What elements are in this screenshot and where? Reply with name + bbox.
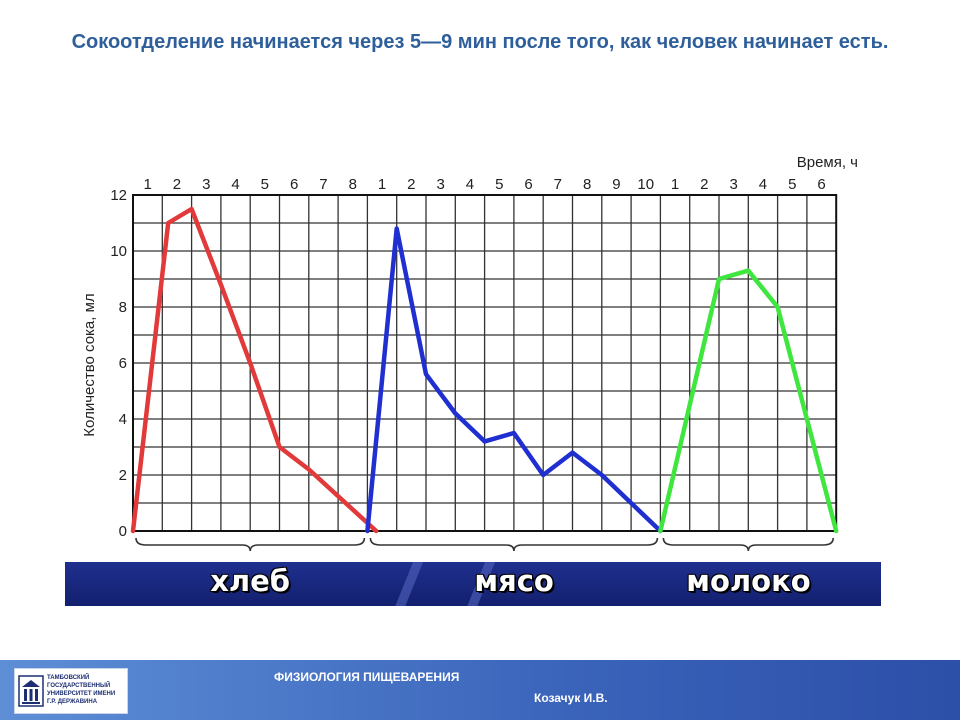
y-tick-label: 10 [110, 243, 127, 260]
series-point [746, 268, 751, 273]
series-point [166, 221, 170, 225]
group-brace [662, 537, 834, 552]
x-tick-label: 4 [231, 176, 239, 193]
series-point [658, 529, 663, 533]
university-logo: Тамбовский государственный университет и… [14, 668, 128, 714]
x-tick-label: 1 [143, 176, 151, 193]
x-tick-label: 9 [612, 176, 620, 193]
series-point [600, 473, 604, 477]
series-point [775, 305, 780, 309]
x-tick-label: 8 [583, 176, 591, 193]
group-brace [135, 537, 366, 552]
x-tick-label: 2 [407, 176, 415, 193]
x-tick-label: 4 [466, 176, 474, 193]
x-tick-label: 5 [495, 176, 503, 193]
series-point [453, 411, 458, 416]
building-icon [18, 675, 44, 707]
x-tick-label: 7 [319, 176, 327, 193]
x-tick-label: 5 [788, 176, 796, 193]
series-point [512, 431, 516, 435]
x-tick-label: 1 [671, 176, 679, 193]
series-point [834, 529, 838, 533]
x-tick-label: 1 [378, 176, 386, 193]
slide-title: Сокоотделение начинается через 5—9 мин п… [71, 31, 889, 53]
plot-frame [132, 194, 838, 532]
series-point [219, 282, 223, 287]
chart-grid [132, 194, 838, 532]
series-line-2 [365, 226, 663, 534]
course-title: ФИЗИОЛОГИЯ ПИЩЕВАРЕНИЯ [274, 670, 460, 684]
y-tick-label: 12 [110, 187, 127, 204]
series-point [541, 473, 545, 477]
y-tick-label: 4 [119, 411, 127, 428]
series-point [365, 529, 370, 533]
y-tick-label: 2 [119, 467, 127, 484]
x-tick-label: 3 [202, 176, 210, 193]
series-point [482, 439, 487, 444]
banner-label-milk: молоко [686, 564, 811, 598]
series-point [131, 529, 135, 533]
series-point [189, 207, 194, 211]
series-point [394, 226, 399, 231]
group-braces [135, 537, 834, 552]
series-line-1 [130, 206, 379, 534]
x-tick-label: 10 [637, 176, 654, 193]
chart-series [130, 206, 839, 534]
y-tick-label: 8 [119, 299, 127, 316]
x-tick-label: 8 [349, 176, 357, 193]
x-tick-label: 5 [261, 176, 269, 193]
x-tick-label: 6 [524, 176, 532, 193]
food-banner: хлеб мясо молоко [65, 562, 881, 606]
group-brace [369, 537, 659, 552]
series-point [277, 445, 282, 449]
x-tick-label: 4 [759, 176, 767, 193]
series-point [248, 361, 252, 365]
x-tick-label: 6 [290, 176, 298, 193]
footer-bar: Тамбовский государственный университет и… [0, 660, 960, 720]
author-name: Козачук И.В. [534, 691, 608, 705]
x-tick-label: 3 [729, 176, 737, 193]
y-tick-label: 0 [119, 523, 127, 540]
x-tick-label: 2 [173, 176, 181, 193]
series-point [424, 372, 428, 377]
x-tick-label: 7 [554, 176, 562, 193]
x-tick-label: 6 [817, 176, 825, 193]
x-tick-label: 3 [436, 176, 444, 193]
banner-label-meat: мясо [474, 564, 554, 598]
series-point [307, 467, 311, 472]
y-tick-label: 6 [119, 355, 127, 372]
x-tick-label: 2 [700, 176, 708, 193]
series-point [374, 529, 378, 533]
series-point [717, 277, 721, 281]
x-axis-label: Время, ч [797, 154, 858, 171]
logo-text: Тамбовский государственный университет и… [47, 675, 116, 705]
banner-label-bread: хлеб [210, 564, 291, 598]
y-axis-label: Количество сока, мл [81, 293, 98, 436]
series-point [570, 450, 575, 455]
